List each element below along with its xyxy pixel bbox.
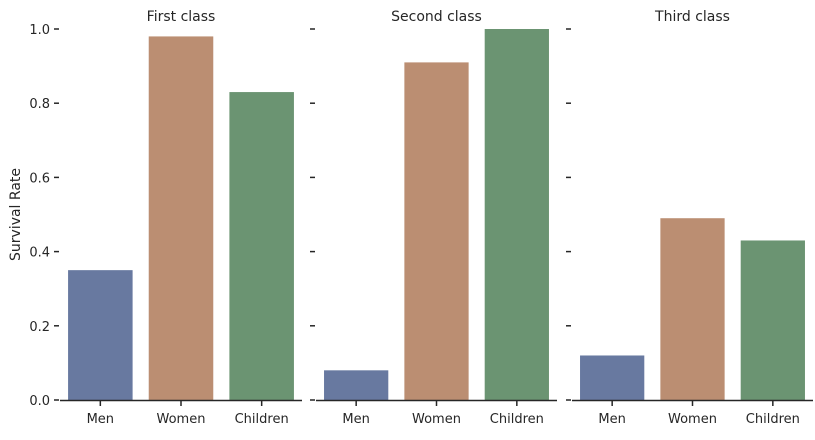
x-tick-label: Women [157, 412, 206, 427]
bar-men [580, 355, 645, 400]
x-tick-label: Children [746, 412, 800, 427]
bar-children [740, 240, 805, 400]
y-tick-label: 1.0 [29, 23, 50, 38]
x-tick-label: Women [412, 412, 461, 427]
bar-children [229, 92, 294, 400]
bar-women [148, 36, 214, 401]
y-axis-label: Survival Rate [8, 168, 24, 261]
bar-men [68, 270, 133, 400]
y-tick-label: 0.0 [29, 394, 50, 409]
bar-women [404, 62, 469, 400]
y-tick-label: 0.8 [29, 97, 50, 112]
y-tick-label: 0.4 [29, 246, 50, 261]
x-tick-label: Men [342, 412, 369, 427]
x-tick-label: Children [490, 412, 544, 427]
bar-women [660, 218, 725, 400]
panel-title-3: Third class [654, 9, 730, 25]
x-tick-label: Men [598, 412, 625, 427]
panel-title-1: First class [147, 9, 216, 25]
x-tick-label: Women [668, 412, 717, 427]
x-tick-label: Children [235, 412, 289, 427]
bar-children [484, 29, 549, 400]
x-tick-label: Men [87, 412, 114, 427]
bar-men [324, 370, 389, 400]
y-tick-label: 0.2 [29, 320, 50, 335]
y-tick-label: 0.6 [29, 171, 50, 186]
panel-title-2: Second class [391, 9, 482, 25]
